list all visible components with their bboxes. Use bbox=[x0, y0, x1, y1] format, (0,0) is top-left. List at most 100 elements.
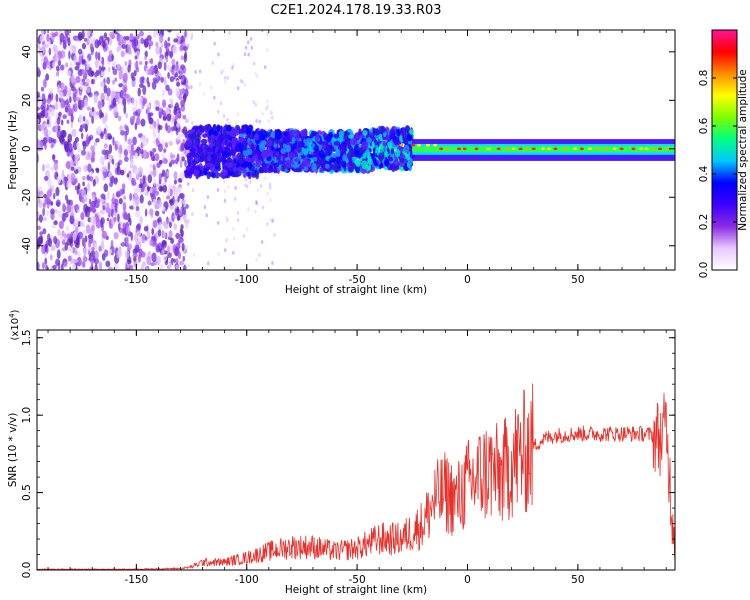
heatmap-cell bbox=[177, 131, 181, 140]
heatmap-cell bbox=[129, 192, 132, 201]
heatmap-cell bbox=[403, 144, 410, 153]
heatmap-cell bbox=[47, 187, 53, 198]
heatmap-cell bbox=[274, 162, 279, 168]
heatmap-cell bbox=[314, 144, 319, 152]
heatmap-cell bbox=[283, 131, 290, 137]
heatmap-cell bbox=[317, 130, 322, 135]
heatmap-peak bbox=[486, 147, 491, 151]
heatmap-cell bbox=[348, 157, 353, 167]
heatmap-peak bbox=[496, 147, 501, 151]
heatmap-cell bbox=[71, 263, 77, 270]
heatmap-cell bbox=[402, 139, 409, 145]
x-tick-label: -50 bbox=[349, 574, 366, 586]
heatmap-cell bbox=[117, 115, 122, 122]
heatmap-cell bbox=[190, 85, 193, 90]
heatmap-cell bbox=[175, 258, 179, 265]
heatmap-cell bbox=[144, 38, 149, 48]
heatmap-cell bbox=[269, 185, 272, 190]
snr-panel: -150 -100 -50 0 50 0.0 0.5 1.0 1.5 Height of str… bbox=[7, 309, 676, 596]
heatmap-cell bbox=[68, 50, 71, 60]
heatmap-cell bbox=[214, 130, 218, 137]
heatmap-cell bbox=[148, 124, 154, 130]
heatmap-cell bbox=[207, 154, 211, 162]
heatmap-cell bbox=[40, 124, 46, 131]
heatmap-cell bbox=[113, 216, 117, 222]
heatmap-cell bbox=[38, 196, 41, 204]
heatmap-cell bbox=[79, 99, 85, 108]
heatmap-cell bbox=[297, 140, 304, 149]
heatmap-cell bbox=[114, 202, 118, 212]
heatmap-peak bbox=[445, 147, 450, 151]
heatmap-cell bbox=[182, 45, 188, 52]
heatmap-cell bbox=[70, 166, 75, 171]
heatmap-cell bbox=[371, 153, 375, 159]
heatmap-cell bbox=[355, 162, 361, 167]
heatmap-cell bbox=[72, 231, 77, 241]
heatmap-cell bbox=[177, 251, 182, 260]
heatmap-cell bbox=[241, 140, 249, 147]
heatmap-cell bbox=[175, 139, 181, 144]
heatmap-cell bbox=[132, 115, 136, 120]
heatmap-cell bbox=[243, 82, 247, 87]
heatmap-cell bbox=[87, 182, 91, 192]
heatmap-cell bbox=[104, 130, 108, 141]
heatmap-cell bbox=[355, 134, 360, 139]
heatmap-peak bbox=[547, 147, 552, 151]
heatmap-cell bbox=[60, 82, 64, 90]
heatmap-cell bbox=[207, 171, 211, 176]
heatmap-cell bbox=[84, 97, 88, 107]
heatmap-cell bbox=[37, 118, 40, 124]
heatmap-cell bbox=[261, 205, 265, 210]
heatmap-cell bbox=[161, 249, 165, 254]
heatmap-cell bbox=[90, 224, 96, 232]
heatmap-cell bbox=[166, 195, 171, 200]
heatmap-cell bbox=[361, 160, 369, 170]
heatmap-cell bbox=[162, 99, 166, 108]
colorbar: 0.0 0.2 0.4 0.6 0.8 Normalized spectral ampl… bbox=[698, 29, 749, 278]
heatmap-cell bbox=[74, 204, 79, 211]
heatmap-cell bbox=[268, 139, 273, 147]
heatmap-cell bbox=[319, 167, 324, 173]
heatmap-cell bbox=[89, 43, 94, 50]
heatmap-cell bbox=[256, 74, 259, 79]
heatmap-cell bbox=[135, 200, 139, 206]
heatmap-cell bbox=[60, 119, 64, 126]
heatmap-cell bbox=[137, 87, 141, 97]
heatmap-cell bbox=[63, 261, 68, 268]
heatmap-cell bbox=[161, 109, 164, 115]
heatmap-cell bbox=[125, 225, 131, 235]
heatmap-cell bbox=[108, 135, 113, 140]
heatmap-cell bbox=[158, 159, 163, 165]
heatmap-cell bbox=[151, 227, 155, 235]
heatmap-cell bbox=[160, 43, 164, 48]
snr-series-line bbox=[37, 383, 675, 570]
heatmap-cell bbox=[57, 210, 62, 218]
heatmap-cell bbox=[213, 126, 217, 131]
heatmap-cell bbox=[120, 50, 125, 58]
heatmap-cell bbox=[388, 142, 392, 147]
heatmap-cell bbox=[393, 137, 400, 146]
heatmap-cell bbox=[379, 163, 384, 168]
heatmap-cell bbox=[54, 101, 59, 111]
heatmap-cell bbox=[123, 149, 129, 157]
heatmap-cell bbox=[187, 263, 190, 268]
heatmap-cell bbox=[179, 159, 183, 169]
heatmap-cell bbox=[311, 162, 317, 172]
heatmap-cell bbox=[92, 206, 96, 214]
heatmap-peak bbox=[605, 147, 610, 151]
heatmap-cell bbox=[67, 110, 73, 117]
heatmap-cell bbox=[317, 140, 324, 145]
heatmap-cell bbox=[75, 177, 78, 184]
heatmap-cell bbox=[211, 172, 216, 179]
heatmap-cell bbox=[261, 30, 264, 33]
heatmap-cell bbox=[223, 179, 226, 184]
heatmap-cell bbox=[72, 140, 78, 151]
heatmap-cell bbox=[177, 177, 183, 183]
heatmap-cell bbox=[173, 179, 177, 185]
heatmap-cell bbox=[52, 61, 56, 69]
heatmap-peak bbox=[573, 147, 578, 151]
heatmap-cell bbox=[315, 160, 321, 170]
heatmap-cell bbox=[193, 164, 197, 170]
heatmap-cell bbox=[69, 96, 72, 104]
